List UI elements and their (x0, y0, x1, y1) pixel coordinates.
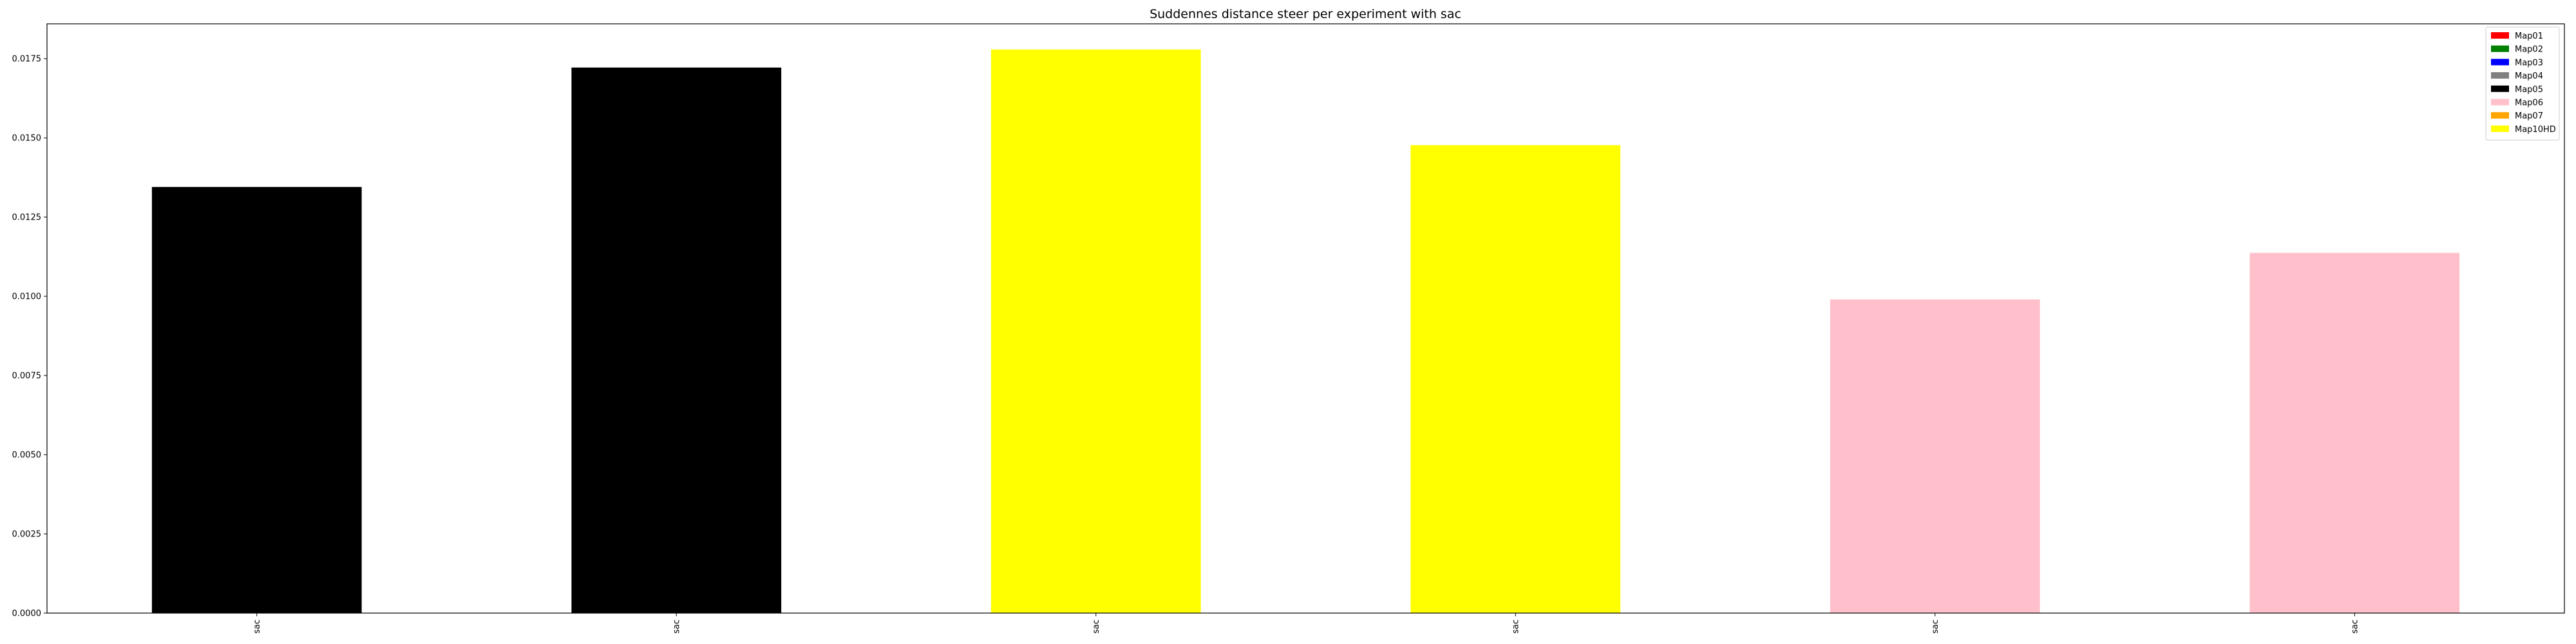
bar (151, 187, 362, 613)
legend-swatch (2491, 112, 2509, 119)
legend-swatch (2491, 32, 2509, 39)
legend-label: Map04 (2515, 71, 2543, 81)
legend-label: Map03 (2515, 58, 2543, 68)
bar (2249, 252, 2460, 614)
y-tick-label: 0.0125 (12, 213, 42, 223)
legend-label: Map07 (2515, 111, 2543, 121)
legend-swatch (2491, 125, 2509, 132)
axes-frame (46, 23, 2565, 614)
y-tick-label: 0.0175 (12, 55, 42, 64)
x-tick-label: sac (1092, 620, 1101, 634)
legend-label: Map05 (2515, 85, 2543, 95)
legend: Map01 Map02 Map03 Map04 Map05 Map06 Map07 Map10… (2485, 26, 2560, 141)
legend-swatch (2491, 45, 2509, 52)
bar (571, 67, 782, 614)
x-tick-label: sac (1511, 620, 1520, 634)
legend-label: Map10HD (2515, 125, 2556, 135)
x-tick-label: sac (252, 620, 262, 634)
legend-label: Map06 (2515, 99, 2543, 108)
bar (990, 49, 1201, 613)
y-tick-label: 0.0150 (12, 134, 42, 144)
y-tick-label: 0.0100 (12, 292, 42, 302)
y-tick-label: 0.0050 (12, 451, 42, 460)
legend-swatch (2491, 59, 2509, 66)
y-tick-label: 0.0000 (12, 609, 42, 619)
y-tick-label: 0.0075 (12, 372, 42, 381)
bar (1410, 145, 1621, 614)
bar (1830, 299, 2040, 613)
legend-label: Map01 (2515, 32, 2543, 41)
legend-swatch (2491, 85, 2509, 92)
x-tick-label: sac (672, 620, 681, 634)
y-tick-label: 0.0025 (12, 530, 42, 540)
legend-label: Map02 (2515, 45, 2543, 55)
plot-area: sac sac sac sac sac sac 0.0000 0.0025 0.0050 0.00… (12, 23, 2565, 634)
legend-frame (2485, 26, 2560, 141)
legend-swatch (2491, 72, 2509, 79)
x-tick-label: sac (1931, 620, 1940, 634)
legend-swatch (2491, 99, 2509, 106)
chart-title: Suddennes distance steer per experiment … (1150, 7, 1461, 21)
x-tick-label: sac (2350, 620, 2360, 634)
